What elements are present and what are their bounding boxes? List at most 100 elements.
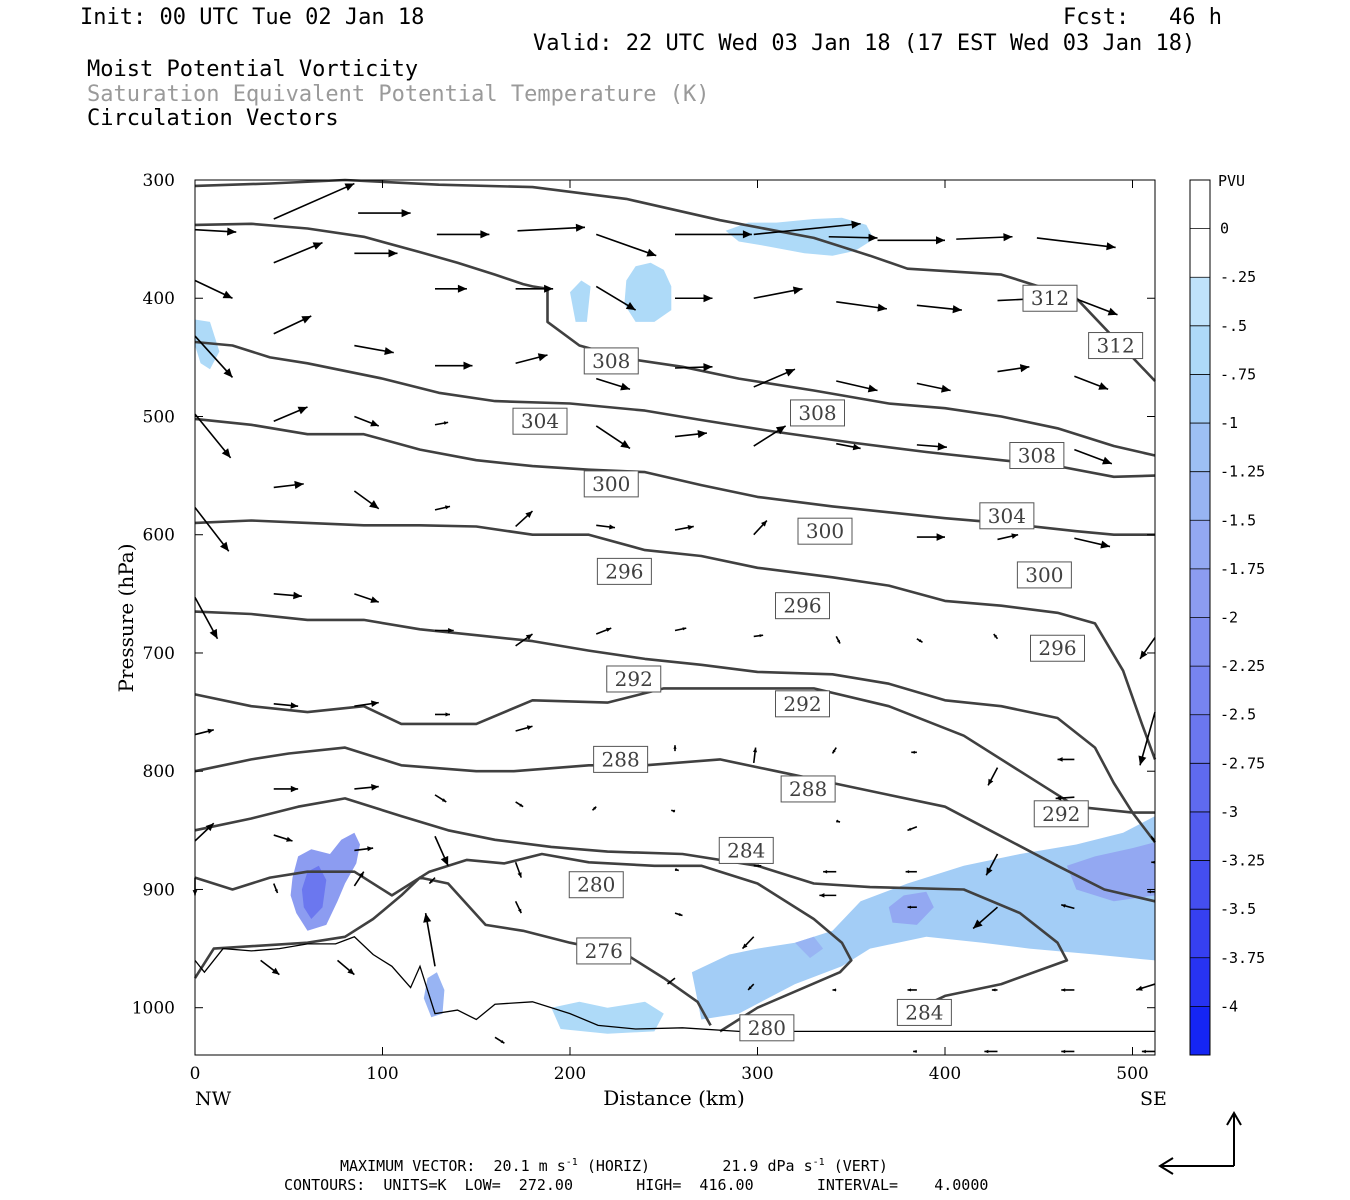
vector-arrow-128	[913, 1049, 917, 1053]
vector-arrow-14	[435, 284, 467, 293]
vector-arrow-23	[194, 279, 233, 299]
svg-text:296: 296	[1038, 636, 1076, 660]
vector-arrow-45	[1074, 448, 1113, 465]
contour-label-284-18: 284	[718, 836, 774, 864]
vector-arrow-53	[753, 519, 768, 536]
max-vector-note: MAXIMUM VECTOR: 20.1 m s-1 (HORIZ) 21.9 …	[340, 1158, 888, 1174]
colorbar-bin-3	[1190, 325, 1210, 375]
contour-label-308-4: 308	[1009, 442, 1065, 470]
max-vector-exp-b: -1	[812, 1157, 825, 1168]
vector-arrow-99	[674, 868, 679, 872]
vector-arrow-111	[741, 936, 755, 950]
vector-arrow-3	[517, 223, 586, 232]
contour-label-296-10: 296	[596, 557, 652, 585]
vector-arrow-71	[273, 702, 299, 709]
colorbar-bin-15	[1190, 909, 1210, 959]
vector-arrow-47	[273, 480, 304, 489]
contour-label-292-15: 292	[1033, 800, 1089, 828]
colorbar-label-10: -2.5	[1220, 706, 1256, 724]
contour-label-288-16: 288	[593, 745, 649, 773]
svg-text:292: 292	[1042, 802, 1080, 826]
vector-arrow-94	[194, 822, 215, 842]
colorbar-label-5: -1.25	[1220, 463, 1265, 481]
axes: 0 100 200 300 400 500 300 400 500 600 700 800 900 100…	[132, 171, 1155, 1084]
vector-arrow-32	[916, 382, 951, 393]
contour-label-308-2: 308	[583, 347, 639, 375]
colorbar-label-0: 0	[1220, 220, 1229, 238]
vector-arrow-117	[260, 959, 280, 976]
vector-arrow-15	[515, 284, 554, 293]
x-tick-label-0: 0	[190, 1064, 201, 1084]
pv-region-7	[551, 1001, 664, 1034]
contour-label-300-7: 300	[583, 470, 639, 498]
colorbar-bin-17	[1190, 1006, 1210, 1056]
contour-label-288-17: 288	[780, 775, 836, 803]
vector-arrow-22	[1074, 297, 1118, 316]
vector-arrow-104	[1151, 860, 1155, 864]
vector-arrow-34	[1074, 375, 1109, 391]
field-title-vectors: Circulation Vectors	[87, 106, 339, 131]
vector-arrow-95	[273, 834, 293, 842]
vector-arrow-112	[819, 893, 837, 898]
vector-arrow-89	[671, 809, 676, 813]
vector-arrow-98	[514, 861, 523, 878]
svg-text:284: 284	[727, 838, 765, 862]
max-vector-text-a: MAXIMUM VECTOR: 20.1 m s	[340, 1157, 566, 1175]
svg-text:312: 312	[1097, 334, 1135, 358]
vector-arrow-52	[674, 525, 694, 531]
pv-region-3	[624, 262, 672, 322]
vector-arrow-8	[877, 236, 945, 245]
vector-arrow-61	[435, 628, 454, 633]
valid-time: Valid: 22 UTC Wed 03 Jan 18 (17 EST Wed …	[533, 31, 1196, 56]
vector-arrow-123	[907, 988, 917, 992]
contour-label-300-9: 300	[1016, 561, 1072, 589]
vector-arrow-114	[972, 906, 999, 930]
vector-arrow-131	[1141, 1049, 1155, 1054]
colorbar-bin-11	[1190, 714, 1210, 764]
vector-arrow-90	[836, 819, 841, 823]
vector-arrow-113	[907, 905, 917, 909]
vector-arrow-108	[428, 877, 436, 885]
svg-text:284: 284	[905, 1000, 943, 1024]
colorbar-bin-5	[1190, 423, 1210, 473]
vector-arrow-115	[1061, 904, 1075, 910]
vector-arrow-18	[753, 286, 803, 300]
colorbar-bin-13	[1190, 811, 1210, 862]
x-tick-label-300: 300	[741, 1064, 773, 1084]
svg-text:296: 296	[605, 559, 643, 583]
svg-text:312: 312	[1031, 286, 1069, 310]
vector-arrow-121	[747, 983, 755, 991]
vector-arrow-1	[358, 209, 411, 218]
vector-arrow-120	[667, 977, 676, 985]
svg-text:276: 276	[585, 939, 623, 963]
vector-arrow-2	[436, 230, 490, 239]
vector-arrow-6	[753, 220, 861, 236]
y-tick-label-600: 600	[143, 526, 175, 546]
svg-text:288: 288	[602, 747, 640, 771]
svg-text:304: 304	[521, 409, 559, 433]
pv-region-5	[570, 280, 591, 322]
vector-arrow-84	[273, 785, 299, 793]
vector-arrow-83	[194, 728, 214, 736]
vector-arrow-24	[273, 315, 312, 335]
colorbar-label-12: -3	[1220, 803, 1238, 821]
vector-arrow-41	[674, 430, 707, 439]
y-tick-label-900: 900	[143, 880, 175, 900]
vector-arrow-46	[194, 413, 232, 459]
colorbar-bin-4	[1190, 374, 1210, 424]
svg-text:300: 300	[806, 519, 844, 543]
vector-arrow-77	[752, 747, 758, 764]
vector-arrow-20	[916, 304, 962, 314]
colorbar-label-2: -.5	[1220, 317, 1247, 335]
contour-276	[193, 876, 712, 1027]
vector-arrow-30	[753, 368, 796, 388]
circulation-vectors	[192, 182, 1156, 1054]
vector-arrow-101	[823, 870, 837, 874]
contour-label-304-6: 304	[979, 502, 1035, 530]
vector-arrow-82	[1138, 711, 1156, 766]
vector-arrow-4	[595, 233, 657, 257]
vector-arrow-74	[515, 725, 533, 732]
vector-arrow-93	[1150, 835, 1156, 843]
vector-arrow-76	[673, 745, 677, 752]
vector-arrow-40	[595, 425, 631, 450]
